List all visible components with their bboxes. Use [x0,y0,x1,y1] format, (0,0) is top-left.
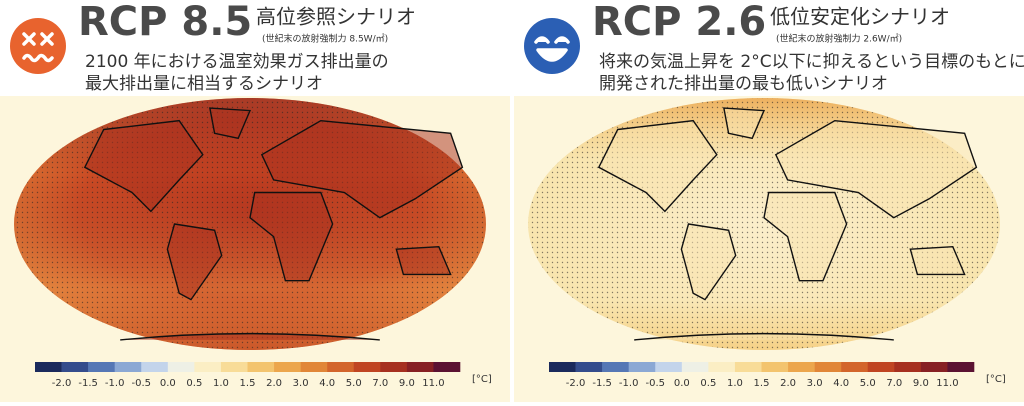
coastline [262,121,463,218]
colorbar-swatch [549,362,576,372]
colorbar-label: -1.5 [592,378,612,389]
colorbar-label: 7.0 [372,378,388,389]
colorbar-swatch [708,362,736,372]
coastline [167,224,221,300]
colorbar-swatch [247,362,275,372]
coastline [120,334,380,340]
scenario-name: 低位安定化シナリオ [770,5,950,29]
scenario-description: 開発された排出量の最も低いシナリオ [599,74,888,94]
colorbar-swatch [681,362,709,372]
colorbar-label: -2.0 [566,378,586,389]
colorbar-label: 3.0 [293,378,309,389]
colorbar-label: 9.0 [913,378,929,389]
colorbar-swatch [433,362,461,372]
coastline [599,121,717,212]
coastline [250,193,333,281]
colorbar-swatch [867,362,895,372]
colorbar-label: 7.0 [886,378,902,389]
colorbar-label: 5.0 [346,378,362,389]
colorbar-label: 0.5 [186,378,202,389]
colorbar-swatch [788,362,815,372]
colorbar-label: 1.5 [754,378,770,389]
coastline [910,247,964,275]
panel: RCP 2.6 低位安定化シナリオ (世紀末の放射強制力 2.6W/㎡) 将来の気温上… [514,0,1024,402]
colorbar-label: 3.0 [807,378,823,389]
colorbar-label: -0.5 [645,378,665,389]
colorbar-swatch [841,362,869,372]
colorbar-label: 9.0 [399,378,415,389]
colorbar-swatch [327,362,355,372]
colorbar-label: -2.0 [52,378,72,389]
coastline [85,121,203,212]
colorbar-swatch [353,362,381,372]
colorbar-unit: [°C] [986,374,1006,385]
colorbar-label: 11.0 [936,378,958,389]
colorbar-label: -1.0 [619,378,639,389]
colorbar-label: -1.0 [105,378,125,389]
colorbar-swatch [734,362,762,372]
scenario-title: RCP 2.6 [592,0,766,45]
colorbar-swatch [894,362,922,372]
colorbar-swatch [300,362,328,372]
coastlines [599,108,977,340]
colorbar-swatch [141,362,169,372]
scenario-icon [524,18,580,74]
colorbar-swatch [167,362,195,372]
colorbar-label: 2.0 [266,378,282,389]
colorbar-swatch [114,362,142,372]
coastline [396,247,450,275]
colorbar-label: 0.0 [160,378,176,389]
colorbar-label: 5.0 [860,378,876,389]
colorbar-swatch [761,362,789,372]
colorbar-label: 0.0 [674,378,690,389]
colorbar-swatch [814,362,842,372]
scenario-note: (世紀末の放射強制力 8.5W/㎡) [262,33,388,45]
colorbar-swatch [406,362,434,372]
colorbar-label: 2.0 [780,378,796,389]
colorbar-swatch [602,362,629,372]
colorbar-label: -0.5 [131,378,151,389]
colorbar-label: 4.0 [319,378,335,389]
panel: RCP 8.5 高位参照シナリオ (世紀末の放射強制力 8.5W/㎡) 2100 年に… [0,0,510,402]
colorbar-swatch [194,362,222,372]
colorbar-label: 1.0 [727,378,743,389]
scenario-description: 2100 年における温室効果ガス排出量の [85,52,389,72]
coastline [681,224,735,300]
colorbar-swatch [35,362,62,372]
colorbar-swatch [61,362,89,372]
colorbar-swatch [947,362,975,372]
scenario-icon [10,18,66,74]
colorbar-swatch [88,362,115,372]
colorbar-swatch [655,362,683,372]
colorbar-swatch [220,362,248,372]
colorbar-swatch [274,362,301,372]
coastline [776,121,977,218]
scenario-title: RCP 8.5 [78,0,252,45]
colorbar-swatch [380,362,408,372]
icon-face [22,32,54,63]
coastline [634,334,894,340]
scenario-note: (世紀末の放射強制力 2.6W/㎡) [776,33,902,45]
colorbar-label: 1.5 [240,378,256,389]
colorbar-swatch [628,362,656,372]
coastline [724,108,764,138]
colorbar-unit: [°C] [472,374,492,385]
scenario-name: 高位参照シナリオ [256,5,416,29]
colorbar-label: 11.0 [422,378,444,389]
coastline [764,193,847,281]
colorbar-label: 0.5 [700,378,716,389]
colorbar-swatch [575,362,603,372]
coastline [210,108,250,138]
coastlines [85,108,463,340]
icon-face [534,36,570,62]
colorbar-label: 4.0 [833,378,849,389]
scenario-description: 最大排出量に相当するシナリオ [85,74,323,94]
scenario-description: 将来の気温上昇を 2°C以下に抑えるという目標のもとに [599,52,1024,72]
colorbar-swatch [920,362,948,372]
colorbar-label: -1.5 [78,378,98,389]
colorbar-label: 1.0 [213,378,229,389]
